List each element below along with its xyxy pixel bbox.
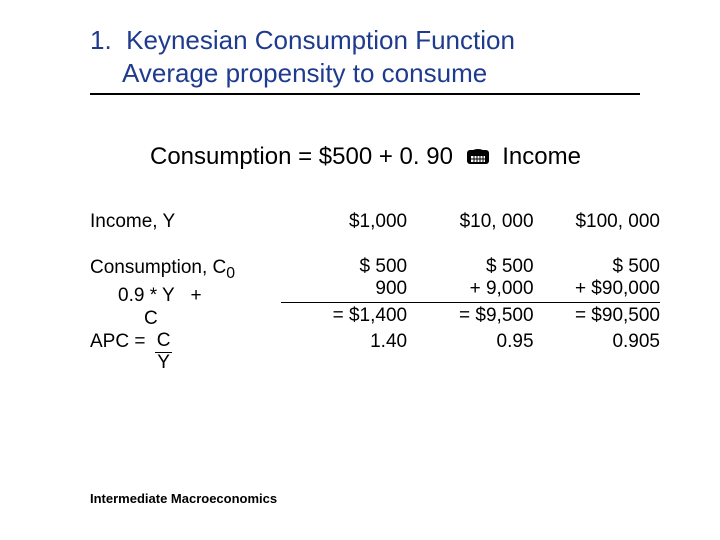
cell-mpcY-1: 900 [281, 278, 407, 300]
eq-slope: 0. 90 [400, 143, 453, 170]
cell-C-2: = $9,500 [407, 302, 533, 327]
label-apc-num: C [155, 331, 173, 353]
row-label-consumption: Consumption, C0 0.9 * Y + C [90, 256, 281, 331]
cell-mpcY-2: + 9,000 [407, 278, 533, 300]
title-number: 1. [90, 25, 112, 55]
slide: 1. Keynesian Consumption Function Averag… [0, 0, 720, 540]
title-line-2: Average propensity to consume [122, 57, 640, 90]
cell-c0-1: $ 500 [281, 256, 407, 278]
label-consumption-sub: 0 [226, 265, 235, 282]
table-row: APC = C Y 1.40 0.95 0.905 [90, 331, 660, 374]
cell-apc-2: 0.95 [407, 331, 533, 353]
title-row: 1. Keynesian Consumption Function [90, 24, 640, 57]
label-consumption-text: Consumption, C [90, 257, 226, 278]
label-apc-den: Y [155, 353, 173, 374]
cell-c0-2: $ 500 [407, 256, 533, 278]
cell-c0-3: $ 500 [534, 256, 660, 278]
title-block: 1. Keynesian Consumption Function Averag… [90, 24, 640, 95]
cell-apc-1: 1.40 [281, 331, 407, 353]
cell-income-1: $1,000 [281, 208, 407, 236]
table-row: Income, Y $1,000 $10, 000 $100, 000 [90, 208, 660, 236]
table-row: Consumption, C0 0.9 * Y + C $ 500 900 = … [90, 256, 660, 331]
label-plus: + [191, 285, 202, 306]
data-table: Income, Y $1,000 $10, 000 $100, 000 Cons… [90, 208, 660, 374]
cell-income-2: $10, 000 [407, 208, 533, 236]
eq-equals: = [298, 143, 312, 170]
consumption-equation: Consumption = $500 + 0. 90 Income [150, 143, 581, 174]
cell-C-1: = $1,400 [281, 302, 407, 327]
table: Income, Y $1,000 $10, 000 $100, 000 Cons… [90, 208, 660, 374]
label-apc-prefix: APC = [90, 331, 145, 352]
row-label-apc: APC = C Y [90, 331, 281, 374]
title-underline [90, 93, 640, 95]
cell-apc-3: 0.905 [534, 331, 660, 353]
label-mpcY: 0.9 * Y [118, 285, 175, 306]
eq-plus: + [379, 143, 393, 170]
phone-icon [466, 146, 490, 174]
cell-C-3: = $90,500 [534, 302, 660, 327]
cell-mpcY-3: + $90,000 [534, 278, 660, 300]
eq-intercept: $500 [319, 143, 372, 170]
spacer [90, 236, 660, 256]
label-C: C [90, 307, 281, 331]
title-line-1: Keynesian Consumption Function [126, 25, 515, 55]
footer-text: Intermediate Macroeconomics [90, 491, 277, 506]
eq-lhs: Consumption [150, 143, 291, 170]
row-label-income: Income, Y [90, 208, 281, 236]
cell-income-3: $100, 000 [534, 208, 660, 236]
eq-rhs: Income [502, 143, 581, 170]
